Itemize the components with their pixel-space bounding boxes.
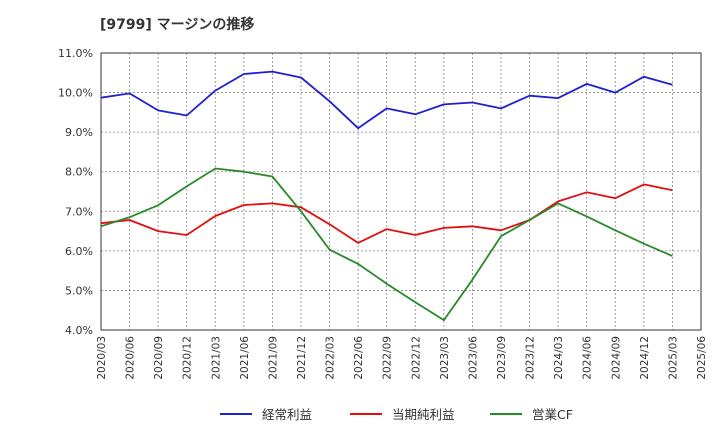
x-tick-label: 2024/12 <box>639 336 651 380</box>
y-tick-label: 7.0% <box>65 205 93 218</box>
series-line-営業CF <box>100 167 673 322</box>
x-tick-label: 2023/12 <box>525 336 537 380</box>
x-tick-label: 2025/03 <box>667 336 679 380</box>
x-tick-label: 2020/03 <box>96 336 108 380</box>
y-tick-label: 11.0% <box>58 47 93 60</box>
x-tick-label: 2023/09 <box>496 336 508 380</box>
x-tick-label: 2024/03 <box>553 336 565 380</box>
x-tick-label: 2021/09 <box>267 336 279 380</box>
x-tick-label: 2022/09 <box>382 336 394 380</box>
x-tick-label: 2025/06 <box>696 336 708 380</box>
legend-label: 経常利益 <box>262 407 312 422</box>
x-tick-label: 2020/09 <box>153 336 165 380</box>
x-tick-label: 2021/03 <box>210 336 222 380</box>
y-tick-label: 5.0% <box>65 284 93 297</box>
y-tick-label: 6.0% <box>65 245 93 258</box>
x-tick-label: 2023/03 <box>439 336 451 380</box>
y-tick-label: 4.0% <box>65 324 93 337</box>
x-tick-label: 2024/09 <box>610 336 622 380</box>
x-tick-label: 2022/03 <box>325 336 337 380</box>
x-tick-label: 2022/12 <box>410 336 422 380</box>
y-tick-label: 9.0% <box>65 126 93 139</box>
series-line-経常利益 <box>100 70 673 130</box>
y-tick-label: 8.0% <box>65 166 93 179</box>
x-tick-label: 2020/06 <box>125 336 137 380</box>
plot-frame <box>100 52 702 331</box>
legend-label: 当期純利益 <box>392 407 455 422</box>
axis-layer: 4.0% 5.0% 6.0% 7.0% 8.0% 9.0% 10.0% 11.0% 2020/0… <box>58 47 708 380</box>
y-tick-label: 10.0% <box>58 87 93 100</box>
x-tick-label: 2020/12 <box>182 336 194 380</box>
x-tick-label: 2021/12 <box>296 336 308 380</box>
series-layer <box>100 70 673 322</box>
grid-layer <box>101 53 701 330</box>
series-line-当期純利益 <box>100 183 673 244</box>
x-tick-label: 2023/06 <box>467 336 479 380</box>
legend: 経常利益 当期純利益 営業CF <box>220 407 573 422</box>
chart-title: [9799] マージンの推移 <box>100 17 255 33</box>
x-tick-label: 2024/06 <box>582 336 594 380</box>
x-tick-label: 2022/06 <box>353 336 365 380</box>
legend-label: 営業CF <box>532 407 573 422</box>
x-tick-label: 2021/06 <box>239 336 251 380</box>
